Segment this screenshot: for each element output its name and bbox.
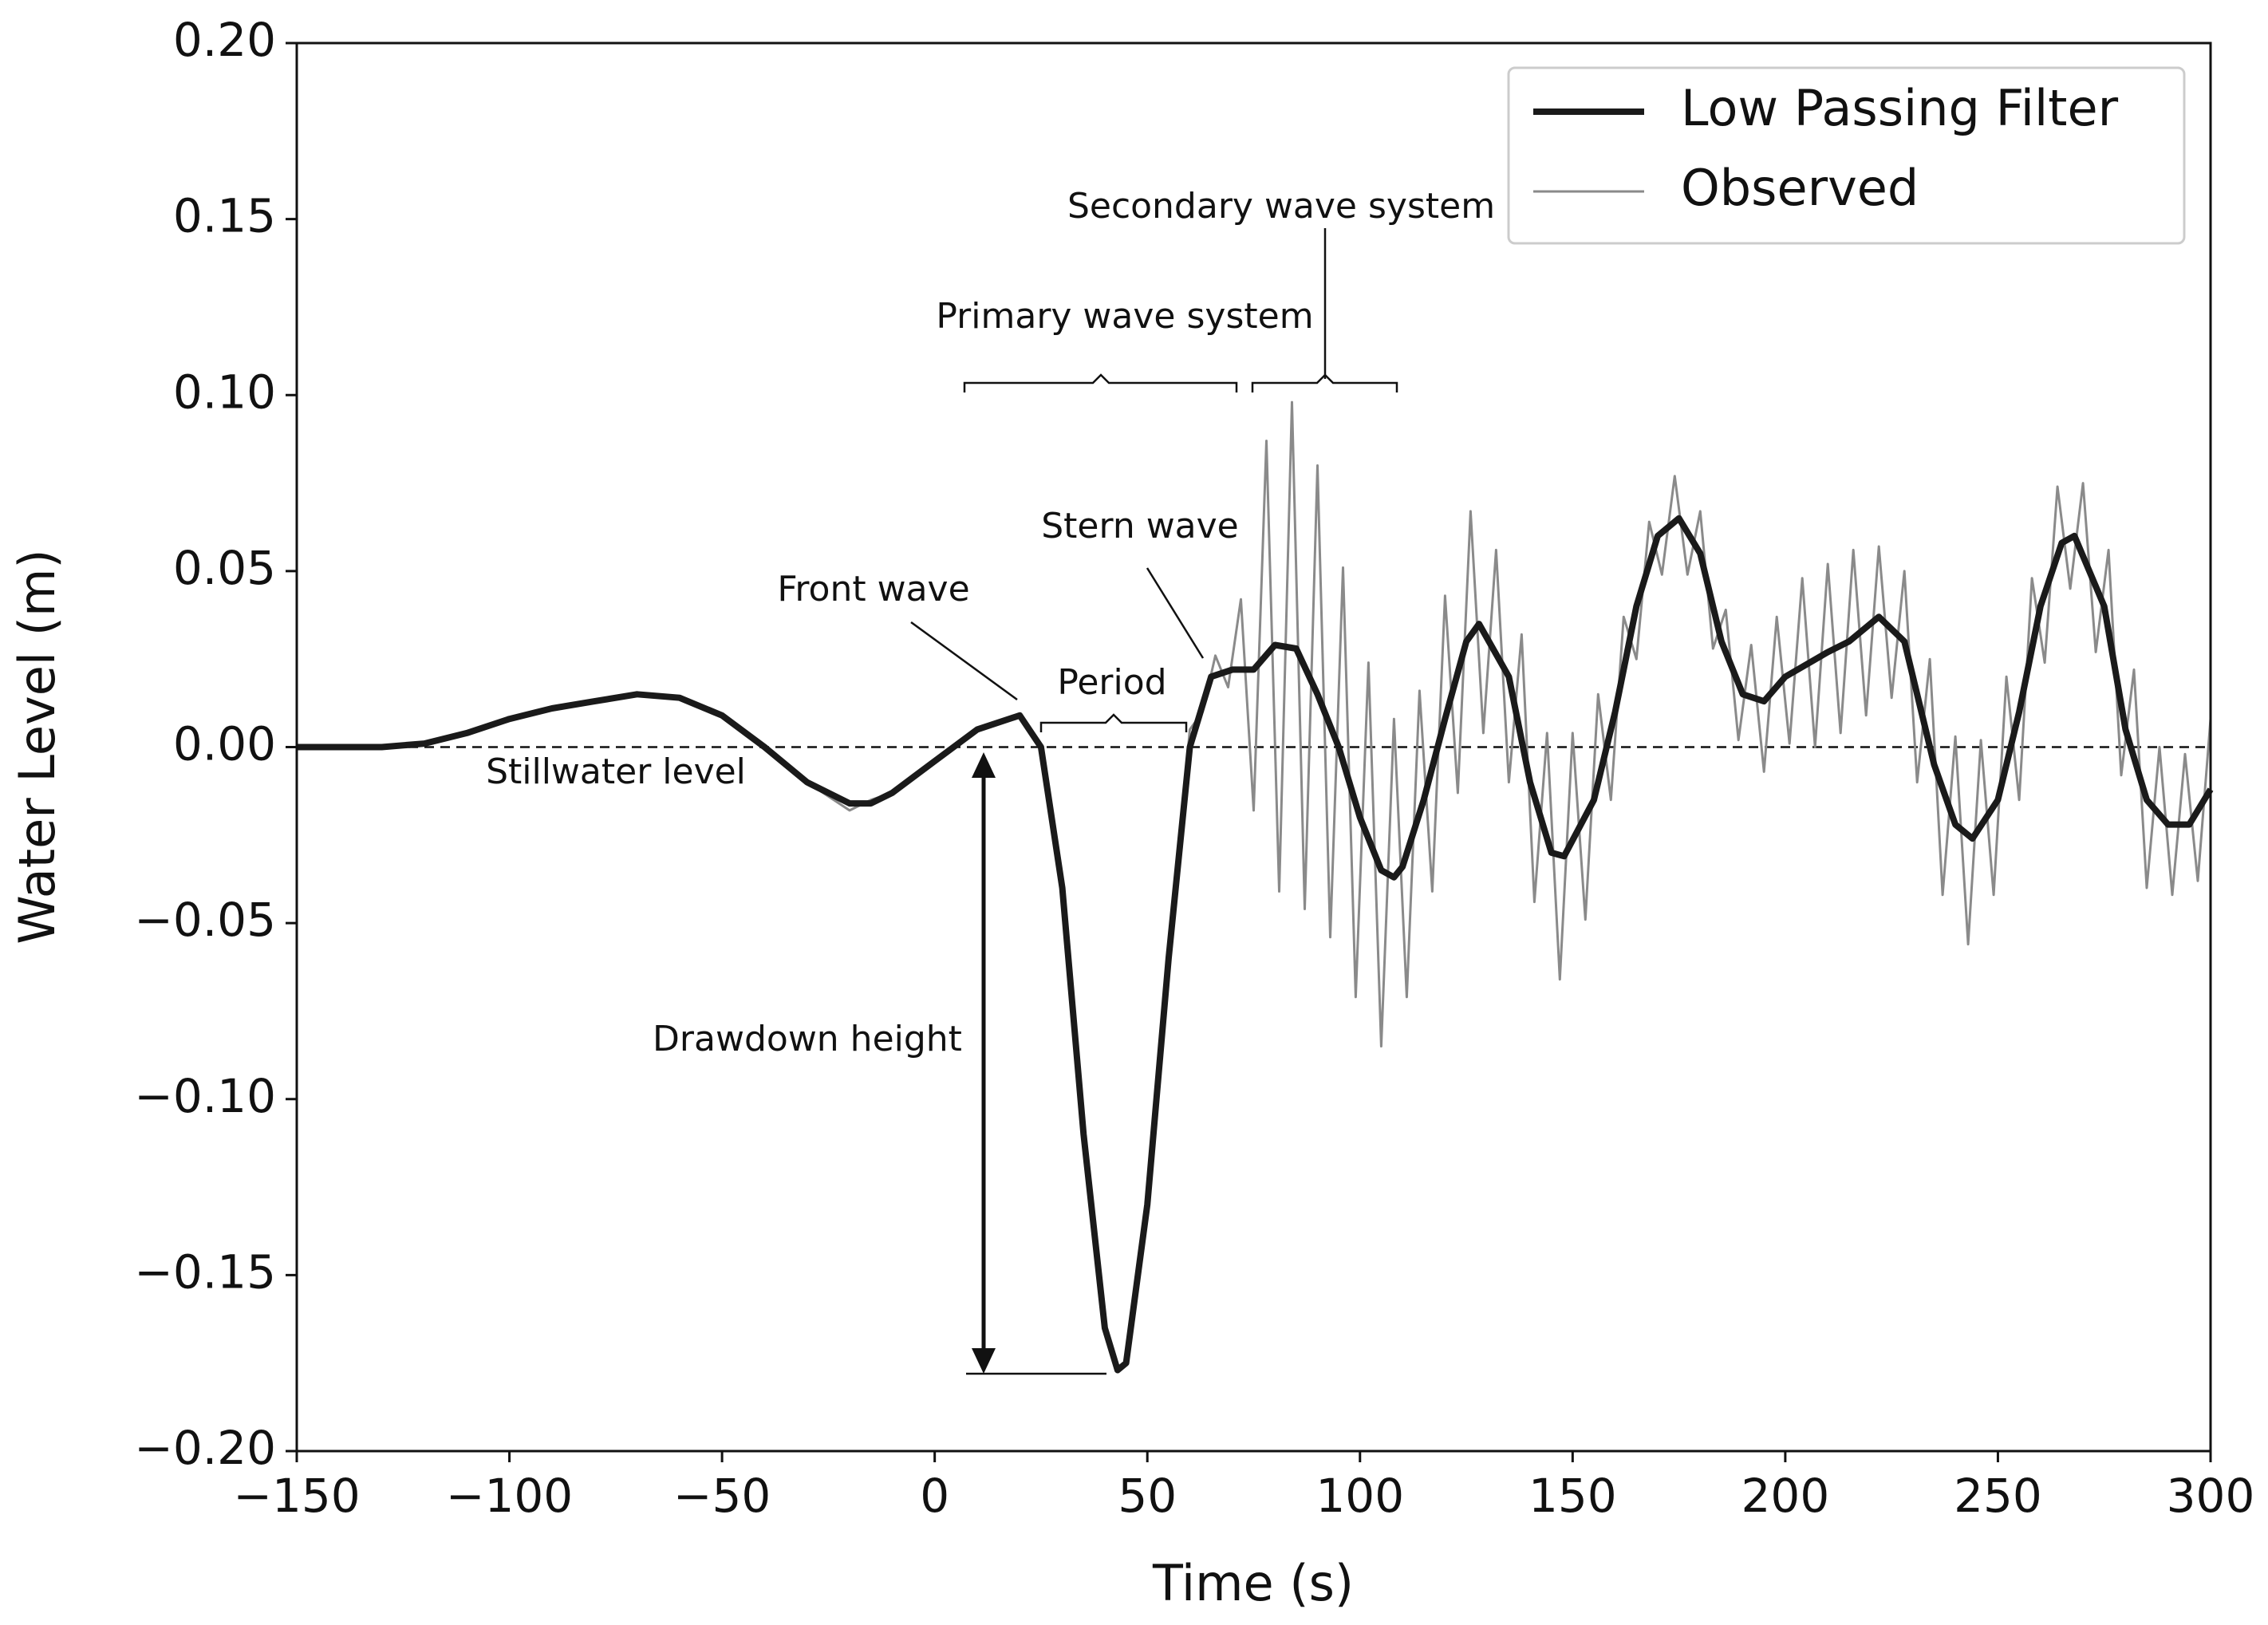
- arrow-head: [972, 752, 996, 778]
- annotation: Secondary wave system: [1067, 186, 1495, 227]
- arrow-head: [972, 1348, 996, 1374]
- annotation: Stern wave: [1041, 506, 1239, 546]
- legend-box: [1507, 66, 2186, 245]
- x-tick-label: −50: [673, 1469, 771, 1523]
- y-tick-label: −0.10: [134, 1069, 276, 1123]
- x-tick-label: −100: [446, 1469, 573, 1523]
- y-tick-label: 0.15: [173, 189, 276, 243]
- y-tick-label: −0.20: [134, 1421, 276, 1475]
- y-tick-label: 0.00: [173, 717, 276, 771]
- annotation-line: [1146, 567, 1205, 659]
- x-tick-label: 0: [920, 1469, 949, 1523]
- legend-label: Low Passing Filter: [1681, 79, 2119, 137]
- x-tick-label: −150: [233, 1469, 360, 1523]
- y-tick-label: 0.20: [173, 13, 276, 67]
- annotation: Primary wave system: [936, 296, 1313, 337]
- line-series: [297, 515, 2214, 1374]
- annotation: Stillwater level: [486, 751, 746, 792]
- x-axis-label: Time (s): [1152, 1554, 1354, 1612]
- y-axis-label: Water Level (m): [8, 549, 66, 944]
- annotation: Drawdown height: [653, 1019, 962, 1059]
- y-tick-label: 0.10: [173, 365, 276, 419]
- y-tick-label: −0.15: [134, 1244, 276, 1299]
- line-series: [297, 400, 2212, 1371]
- x-tick-label: 200: [1741, 1469, 1830, 1523]
- legend-label: Observed: [1681, 159, 1919, 217]
- x-tick-label: 300: [2167, 1469, 2255, 1523]
- bracket: [1039, 713, 1188, 732]
- x-tick-label: 150: [1528, 1469, 1617, 1523]
- bracket: [963, 373, 1238, 392]
- bracket: [1251, 373, 1398, 392]
- y-tick-label: 0.05: [173, 541, 276, 595]
- y-tick-label: −0.05: [134, 893, 276, 947]
- x-tick-label: 50: [1118, 1469, 1177, 1523]
- annotation: Period: [1057, 662, 1166, 703]
- annotation-line: [910, 621, 1018, 701]
- x-tick-label: 250: [1954, 1469, 2042, 1523]
- plot-frame: [295, 41, 2212, 1453]
- x-tick-label: 100: [1315, 1469, 1404, 1523]
- annotation: Front wave: [777, 569, 969, 609]
